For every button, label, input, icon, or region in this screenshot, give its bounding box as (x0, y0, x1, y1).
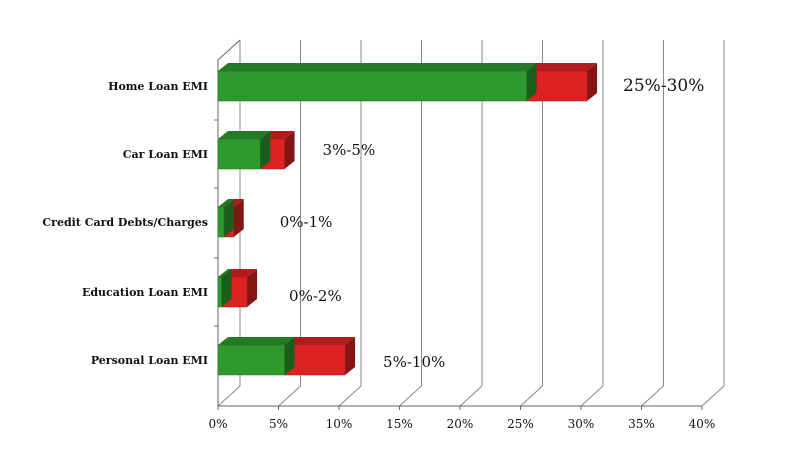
range-label: 3%-5% (323, 141, 376, 159)
range-label: 25%-30% (623, 76, 704, 96)
category-labels: Home Loan EMI Car Loan EMI Credit Card Deb… (42, 80, 208, 367)
gridline-floor (399, 385, 422, 407)
x-tick-label: 25% (507, 417, 534, 431)
category-label: Car Loan EMI (123, 148, 208, 161)
bar-segment-red-side (284, 131, 295, 169)
bar-segment-green (217, 276, 222, 308)
gridline-floor (641, 385, 664, 407)
bar-segment-green-top (218, 131, 271, 139)
bar-group (217, 269, 258, 308)
bar-segment-green-top (218, 63, 537, 71)
x-tick-labels: 0% 5% 10% 15% 20% 25% 30% 35% 40% (208, 417, 715, 431)
gridline-floor (520, 385, 543, 407)
gridline-floor (217, 385, 241, 407)
bar-segment-green-top (218, 199, 235, 207)
gridline-floor (278, 385, 301, 407)
bar-segment-red-top (284, 337, 356, 345)
bar-segment-red-side (345, 337, 356, 375)
bar-segment-red (284, 344, 346, 376)
category-label: Credit Card Debts/Charges (42, 216, 208, 229)
x-tick-label: 5% (269, 417, 288, 431)
bar-segment-green-side (224, 199, 235, 237)
bar-group (217, 63, 598, 102)
bar-segment-red-side (233, 199, 244, 237)
bar-segment-red-side (587, 63, 598, 101)
x-tick-label: 35% (628, 417, 655, 431)
bar-segment-red-top (526, 63, 598, 71)
x-tick-label: 0% (208, 417, 227, 431)
bar-segment-green-side (284, 337, 295, 375)
bar-segment-green-side (221, 269, 232, 307)
range-label: 0%-2% (289, 287, 342, 305)
bar-segment-green-side (260, 131, 271, 169)
bar-group (217, 131, 295, 170)
bar-segment-green (217, 138, 261, 170)
category-label: Personal Loan EMI (91, 354, 208, 367)
category-label: Education Loan EMI (82, 286, 208, 299)
x-tick-label: 15% (386, 417, 413, 431)
x-tick-label: 20% (447, 417, 474, 431)
bar-group (217, 337, 356, 376)
category-label: Home Loan EMI (108, 80, 208, 93)
range-label: 0%-1% (280, 213, 333, 231)
bar-segment-red-side (247, 269, 258, 307)
bar-segment-green (217, 206, 225, 238)
y-axis-top (217, 39, 241, 61)
bar-segment-green (217, 70, 527, 102)
bars (217, 63, 598, 376)
gridline-floor (701, 385, 725, 407)
bar-segment-green (217, 344, 285, 376)
bar-group (217, 199, 244, 238)
x-tick-label: 40% (689, 417, 716, 431)
x-tick-label: 10% (326, 417, 353, 431)
bar-segment-green-side (526, 63, 537, 101)
gridline-floor (459, 385, 483, 407)
gridline-floor (338, 385, 362, 407)
range-label: 5%-10% (383, 353, 445, 371)
bar-segment-green-top (218, 269, 232, 277)
range-labels: 25%-30% 3%-5% 0%-1% 0%-2% 5%-10% (280, 76, 705, 371)
x-tick-label: 30% (568, 417, 595, 431)
bar-segment-green-top (218, 337, 295, 345)
gridline-floor (580, 385, 604, 407)
